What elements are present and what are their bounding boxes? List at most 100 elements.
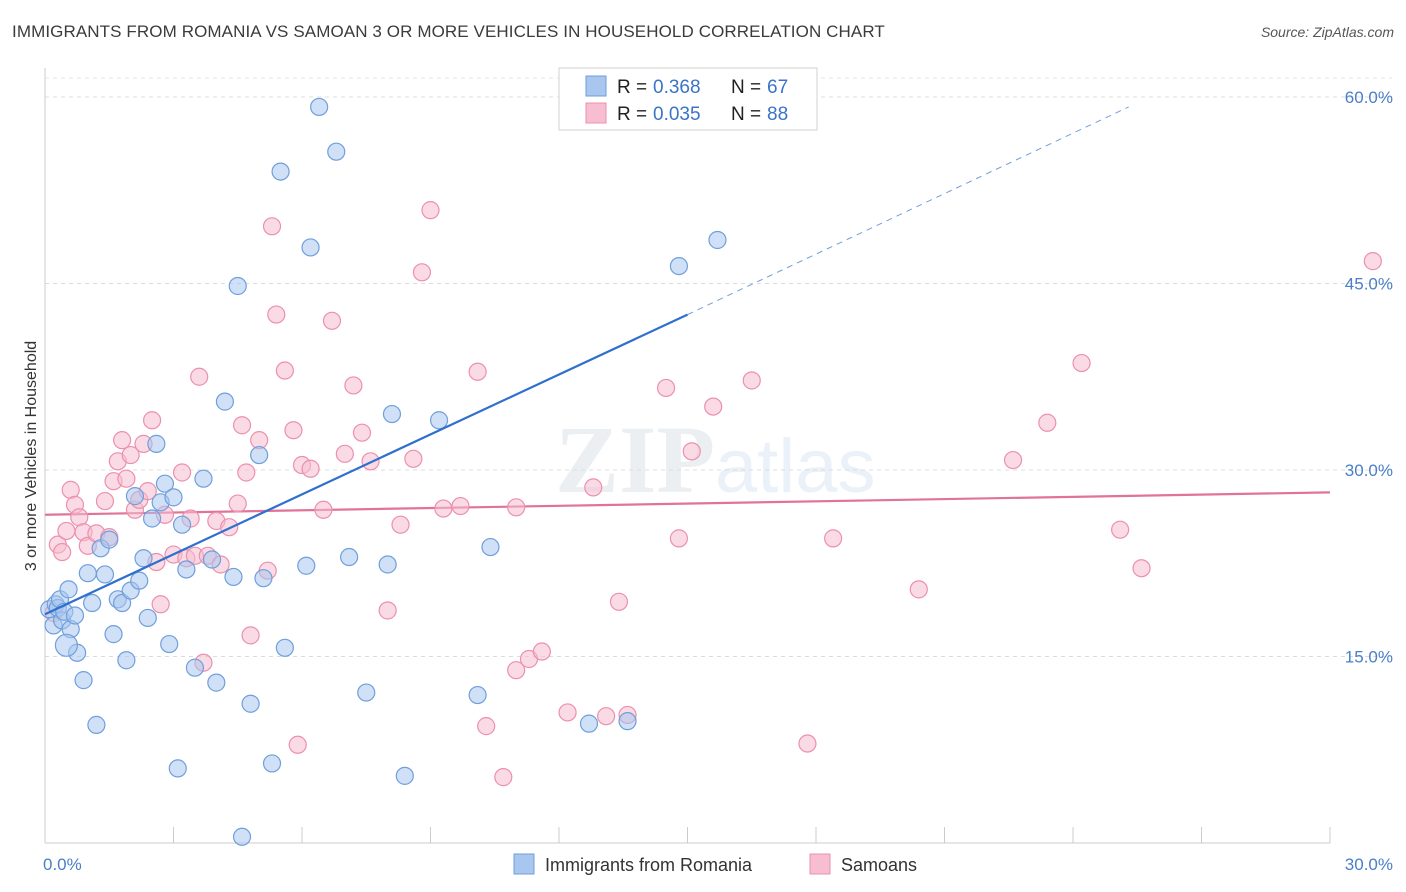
samoan-point-79 xyxy=(798,734,817,753)
x-tick-label-0: 0.0% xyxy=(43,855,82,874)
romania-point-39 xyxy=(215,392,234,411)
bottom-legend-label-samoans: Samoans xyxy=(841,855,917,875)
samoan-point-84 xyxy=(1072,353,1091,373)
tick-labels: 15.0% 30.0% 45.0% 60.0% 0.0% 30.0% xyxy=(43,88,1393,874)
romania-point-40 xyxy=(224,567,243,587)
romania-point-56 xyxy=(395,766,414,785)
legend-r-label-2: R = xyxy=(617,104,647,125)
bottom-legend-swatch-romania xyxy=(513,853,535,875)
romania-point-13 xyxy=(83,593,102,613)
samoan-point-3 xyxy=(57,521,76,541)
romania-point-46 xyxy=(228,276,247,296)
romania-point-18 xyxy=(104,625,123,644)
samoan-point-48 xyxy=(288,735,307,754)
samoan-point-81 xyxy=(909,580,928,599)
samoan-point-68 xyxy=(507,498,526,517)
romania-point-53 xyxy=(340,547,359,567)
samoan-point-23 xyxy=(151,595,170,614)
legend-n-value-2: 88 xyxy=(767,104,788,125)
axes xyxy=(44,68,1331,844)
trend-line-romania xyxy=(44,106,1129,616)
samoan-point-71 xyxy=(597,707,616,726)
romania-point-23 xyxy=(125,487,145,506)
romania-point-58 xyxy=(468,685,487,705)
samoan-point-37 xyxy=(232,416,252,435)
legend-r-label-1: R = xyxy=(617,77,647,98)
romania-point-34 xyxy=(177,560,196,579)
samoan-point-56 xyxy=(391,515,410,534)
romania-point-57 xyxy=(382,404,402,424)
samoan-point-36 xyxy=(228,494,247,513)
watermark: ZIP atlas xyxy=(555,406,876,513)
legend-swatch-samoans xyxy=(585,102,607,124)
samoan-point-51 xyxy=(335,444,354,463)
romania-point-54 xyxy=(310,97,329,117)
samoan-point-45 xyxy=(284,421,303,440)
bottom-legend-swatch-samoans xyxy=(809,853,831,875)
samoan-point-42 xyxy=(262,217,282,236)
romania-point-66 xyxy=(54,633,79,657)
romania-point-48 xyxy=(297,556,316,575)
samoan-point-77 xyxy=(704,397,723,416)
romania-point-32 xyxy=(164,488,183,507)
trend-line-samoans xyxy=(44,491,1331,516)
samoan-point-83 xyxy=(1038,413,1057,432)
y-axis-label: 3 or more Vehicles in Household xyxy=(23,341,40,571)
y-tick-label-0: 15.0% xyxy=(1345,648,1393,667)
samoan-point-38 xyxy=(237,463,256,482)
samoan-point-75 xyxy=(669,529,689,548)
bottom-legend-label-romania: Immigrants from Romania xyxy=(545,855,753,875)
samoan-point-14 xyxy=(112,431,132,450)
samoan-point-85 xyxy=(1111,520,1130,539)
y-tick-label-1: 30.0% xyxy=(1345,461,1393,480)
y-tick-label-2: 45.0% xyxy=(1345,275,1393,294)
romania-point-21 xyxy=(117,651,136,670)
romania-point-43 xyxy=(254,569,273,588)
samoan-point-53 xyxy=(352,423,372,442)
samoan-point-47 xyxy=(301,459,320,478)
romania-point-49 xyxy=(168,759,187,778)
samoan-point-86 xyxy=(1132,559,1151,578)
samoan-point-69 xyxy=(558,703,577,722)
samoan-point-62 xyxy=(468,362,487,381)
samoan-point-4 xyxy=(61,480,80,499)
samoan-point-59 xyxy=(421,201,440,220)
romania-point-33 xyxy=(172,515,192,534)
samoan-point-2 xyxy=(53,542,72,562)
romania-point-47 xyxy=(250,445,269,465)
samoan-point-43 xyxy=(267,305,286,324)
romania-point-28 xyxy=(147,434,166,453)
samoan-point-58 xyxy=(412,263,432,282)
samoan-point-16 xyxy=(121,445,140,465)
samoan-point-26 xyxy=(172,463,192,482)
romania-point-38 xyxy=(207,673,226,692)
samoan-point-50 xyxy=(322,311,342,330)
samoan-point-49 xyxy=(314,500,333,519)
legend-swatch-romania xyxy=(585,75,607,97)
legend-n-value-1: 67 xyxy=(767,77,788,98)
romania-point-64 xyxy=(429,411,449,430)
romania-point-65 xyxy=(618,712,637,731)
romania-point-52 xyxy=(327,142,346,161)
samoan-point-65 xyxy=(507,661,526,680)
samoan-point-70 xyxy=(584,478,603,497)
top-legend: R = 0.368 N = 67 R = 0.035 N = 88 xyxy=(558,67,818,131)
series-romania xyxy=(40,97,727,846)
y-tick-label-3: 60.0% xyxy=(1345,88,1393,107)
samoan-point-87 xyxy=(1363,252,1382,271)
samoan-point-78 xyxy=(742,371,761,390)
romania-point-30 xyxy=(155,474,175,493)
samoan-point-72 xyxy=(609,592,629,611)
romania-point-36 xyxy=(194,469,213,488)
chart-title: IMMIGRANTS FROM ROMANIA VS SAMOAN 3 OR M… xyxy=(12,22,885,41)
romania-point-61 xyxy=(669,256,689,276)
samoan-point-82 xyxy=(1003,450,1023,470)
legend-n-label-2: N = xyxy=(731,104,761,125)
samoan-point-39 xyxy=(241,626,260,645)
romania-point-12 xyxy=(78,564,97,583)
samoan-point-10 xyxy=(95,491,115,511)
romania-point-50 xyxy=(301,238,320,257)
legend-r-value-2: 0.035 xyxy=(653,104,701,125)
romania-point-31 xyxy=(160,634,179,654)
